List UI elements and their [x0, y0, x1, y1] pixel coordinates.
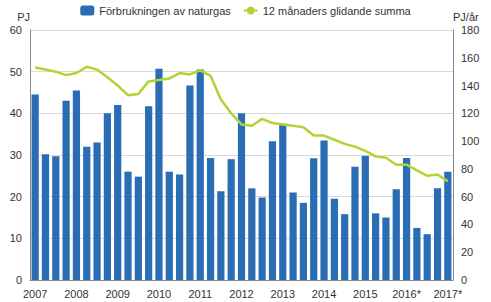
svg-text:60: 60 [10, 24, 22, 36]
svg-text:2008: 2008 [64, 288, 88, 300]
svg-text:40: 40 [10, 107, 22, 119]
svg-text:2009: 2009 [105, 288, 129, 300]
svg-text:PJ: PJ [17, 11, 30, 23]
svg-text:180: 180 [461, 24, 479, 36]
svg-text:2016*: 2016* [392, 288, 421, 300]
svg-text:12 månaders glidande summa: 12 månaders glidande summa [263, 5, 412, 17]
svg-text:PJ/år: PJ/år [453, 11, 479, 23]
svg-text:100: 100 [461, 135, 479, 147]
svg-text:2010: 2010 [147, 288, 171, 300]
svg-text:2013: 2013 [271, 288, 295, 300]
svg-text:160: 160 [461, 52, 479, 64]
svg-text:20: 20 [10, 191, 22, 203]
svg-text:2017*: 2017* [433, 288, 462, 300]
svg-text:50: 50 [10, 66, 22, 78]
svg-text:2014: 2014 [312, 288, 336, 300]
svg-text:0: 0 [16, 274, 22, 286]
svg-text:120: 120 [461, 107, 479, 119]
svg-text:30: 30 [10, 149, 22, 161]
svg-text:20: 20 [461, 246, 473, 258]
svg-text:10: 10 [10, 232, 22, 244]
svg-text:2012: 2012 [229, 288, 253, 300]
svg-text:Förbrukningen av naturgas: Förbrukningen av naturgas [99, 5, 231, 17]
svg-text:80: 80 [461, 163, 473, 175]
svg-text:40: 40 [461, 218, 473, 230]
svg-text:0: 0 [461, 274, 467, 286]
svg-text:2015: 2015 [353, 288, 377, 300]
svg-text:60: 60 [461, 191, 473, 203]
svg-text:140: 140 [461, 80, 479, 92]
svg-text:2011: 2011 [188, 288, 212, 300]
svg-text:2007: 2007 [23, 288, 47, 300]
